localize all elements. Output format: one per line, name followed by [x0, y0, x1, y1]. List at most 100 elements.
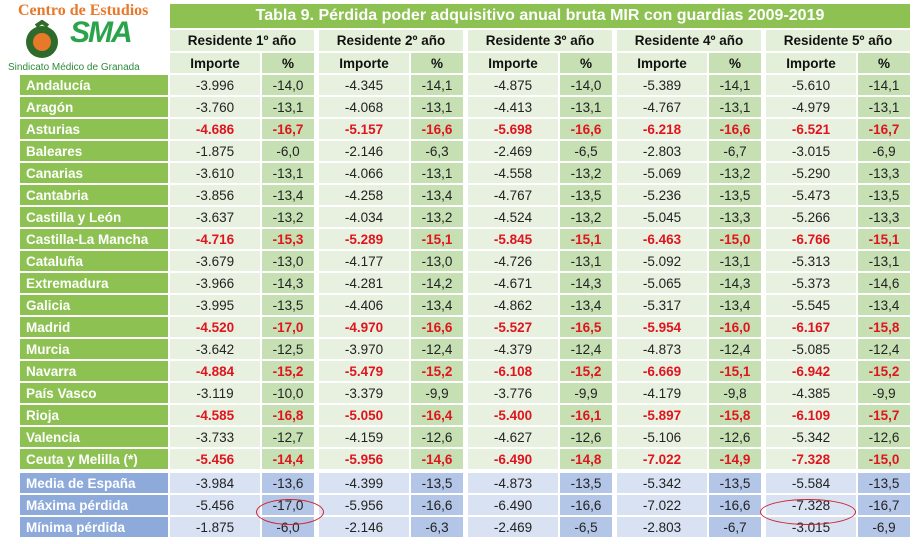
pct-cell: -15,0: [709, 229, 761, 249]
pct-cell: -15,1: [858, 229, 910, 249]
region-row: Asturias -4.686 -16,7 -5.157 -16,6 -5.698 -16,…: [20, 119, 910, 139]
importe-cell: -4.524: [465, 207, 558, 227]
importe-cell: -4.862: [465, 295, 558, 315]
logo-top-text: Centro de Estudios: [18, 2, 149, 19]
pct-cell: -16,0: [709, 317, 761, 337]
region-row: Cataluña -3.679 -13,0 -4.177 -13,0 -4.726 -13,…: [20, 251, 910, 271]
importe-cell: -3.970: [316, 339, 409, 359]
importe-cell: -5.456: [170, 495, 260, 515]
importe-cell: -4.873: [614, 339, 707, 359]
importe-cell: -6.167: [763, 317, 856, 337]
importe-cell: -6.766: [763, 229, 856, 249]
importe-cell: -5.045: [614, 207, 707, 227]
pct-cell: -12,4: [411, 339, 463, 359]
logo-mark: SMA: [70, 16, 133, 49]
highlight-circle-max-pct-r1: [256, 499, 324, 525]
pct-cell: -15,8: [858, 317, 910, 337]
importe-cell: -3.856: [170, 185, 260, 205]
importe-cell: -4.068: [316, 97, 409, 117]
importe-cell: -5.050: [316, 405, 409, 425]
importe-cell: -4.406: [316, 295, 409, 315]
importe-cell: -5.400: [465, 405, 558, 425]
importe-cell: -3.679: [170, 251, 260, 271]
pct-cell: -12,5: [262, 339, 314, 359]
pct-cell: -13,5: [858, 473, 910, 493]
row-label: Rioja: [20, 405, 168, 425]
importe-cell: -5.373: [763, 273, 856, 293]
row-label: Cantabria: [20, 185, 168, 205]
region-row: Castilla y León -3.637 -13,2 -4.034 -13,2 -4.…: [20, 207, 910, 227]
importe-cell: -5.236: [614, 185, 707, 205]
pct-cell: -12,6: [560, 427, 612, 447]
region-row: Navarra -4.884 -15,2 -5.479 -15,2 -6.108 -15,2…: [20, 361, 910, 381]
pct-cell: -12,7: [262, 427, 314, 447]
pomegranate-icon: [26, 20, 58, 58]
row-label: Castilla-La Mancha: [20, 229, 168, 249]
pct-cell: -10,0: [262, 383, 314, 403]
importe-header: Importe: [465, 53, 558, 73]
pct-cell: -15,2: [411, 361, 463, 381]
importe-header: Importe: [614, 53, 707, 73]
pct-cell: -13,0: [411, 251, 463, 271]
importe-cell: -5.342: [763, 427, 856, 447]
importe-cell: -2.803: [614, 141, 707, 161]
pct-cell: -16,6: [709, 119, 761, 139]
region-row: Extremadura -3.966 -14,3 -4.281 -14,2 -4.671-…: [20, 273, 910, 293]
importe-cell: -4.159: [316, 427, 409, 447]
pct-cell: -16,5: [560, 317, 612, 337]
group-header: Residente 4º año: [614, 30, 761, 51]
pct-cell: -16,6: [560, 119, 612, 139]
importe-cell: -4.281: [316, 273, 409, 293]
pct-cell: -15,0: [858, 449, 910, 469]
pct-cell: -13,1: [858, 97, 910, 117]
pct-header: %: [709, 53, 761, 73]
row-label: Asturias: [20, 119, 168, 139]
importe-cell: -3.733: [170, 427, 260, 447]
importe-cell: -5.069: [614, 163, 707, 183]
pct-cell: -14,2: [411, 273, 463, 293]
importe-cell: -6.490: [465, 495, 558, 515]
pct-cell: -15,2: [858, 361, 910, 381]
importe-cell: -4.716: [170, 229, 260, 249]
importe-cell: -3.379: [316, 383, 409, 403]
importe-cell: -5.289: [316, 229, 409, 249]
region-row: Canarias -3.610 -13,1 -4.066 -13,1 -4.558 -13,…: [20, 163, 910, 183]
importe-cell: -5.698: [465, 119, 558, 139]
summary-row: Media de España -3.984 -13,6 -4.399 -13,5 -4.…: [20, 473, 910, 493]
importe-cell: -4.066: [316, 163, 409, 183]
pct-cell: -13,1: [858, 251, 910, 271]
pct-cell: -6,0: [262, 141, 314, 161]
pct-header: %: [411, 53, 463, 73]
pct-cell: -13,5: [560, 473, 612, 493]
group-header: Residente 2º año: [316, 30, 463, 51]
pct-header: %: [262, 53, 314, 73]
region-row: Ceuta y Melilla (*) -5.456 -14,4 -5.956 -14,…: [20, 449, 910, 469]
importe-cell: -5.266: [763, 207, 856, 227]
pct-cell: -16,1: [560, 405, 612, 425]
pct-cell: -16,7: [262, 119, 314, 139]
pct-cell: -15,1: [709, 361, 761, 381]
pct-cell: -14,0: [262, 75, 314, 95]
importe-cell: -3.637: [170, 207, 260, 227]
pct-cell: -16,4: [411, 405, 463, 425]
importe-cell: -4.413: [465, 97, 558, 117]
importe-cell: -4.767: [465, 185, 558, 205]
pct-cell: -17,0: [262, 317, 314, 337]
row-label: Extremadura: [20, 273, 168, 293]
region-row: Valencia -3.733 -12,7 -4.159 -12,6 -4.627 -12,…: [20, 427, 910, 447]
pct-cell: -6,3: [411, 517, 463, 537]
pct-cell: -13,1: [262, 97, 314, 117]
pct-cell: -9,8: [709, 383, 761, 403]
importe-cell: -5.106: [614, 427, 707, 447]
row-label: Media de España: [20, 473, 168, 493]
importe-cell: -4.258: [316, 185, 409, 205]
importe-header: Importe: [316, 53, 409, 73]
importe-cell: -2.146: [316, 141, 409, 161]
pct-cell: -13,4: [411, 295, 463, 315]
importe-cell: -5.610: [763, 75, 856, 95]
row-label: Ceuta y Melilla (*): [20, 449, 168, 469]
importe-cell: -5.956: [316, 495, 409, 515]
highlight-circle-max-importe-r5: [760, 499, 856, 525]
region-row: Aragón -3.760 -13,1 -4.068 -13,1 -4.413 -13,1-…: [20, 97, 910, 117]
importe-cell: -4.034: [316, 207, 409, 227]
